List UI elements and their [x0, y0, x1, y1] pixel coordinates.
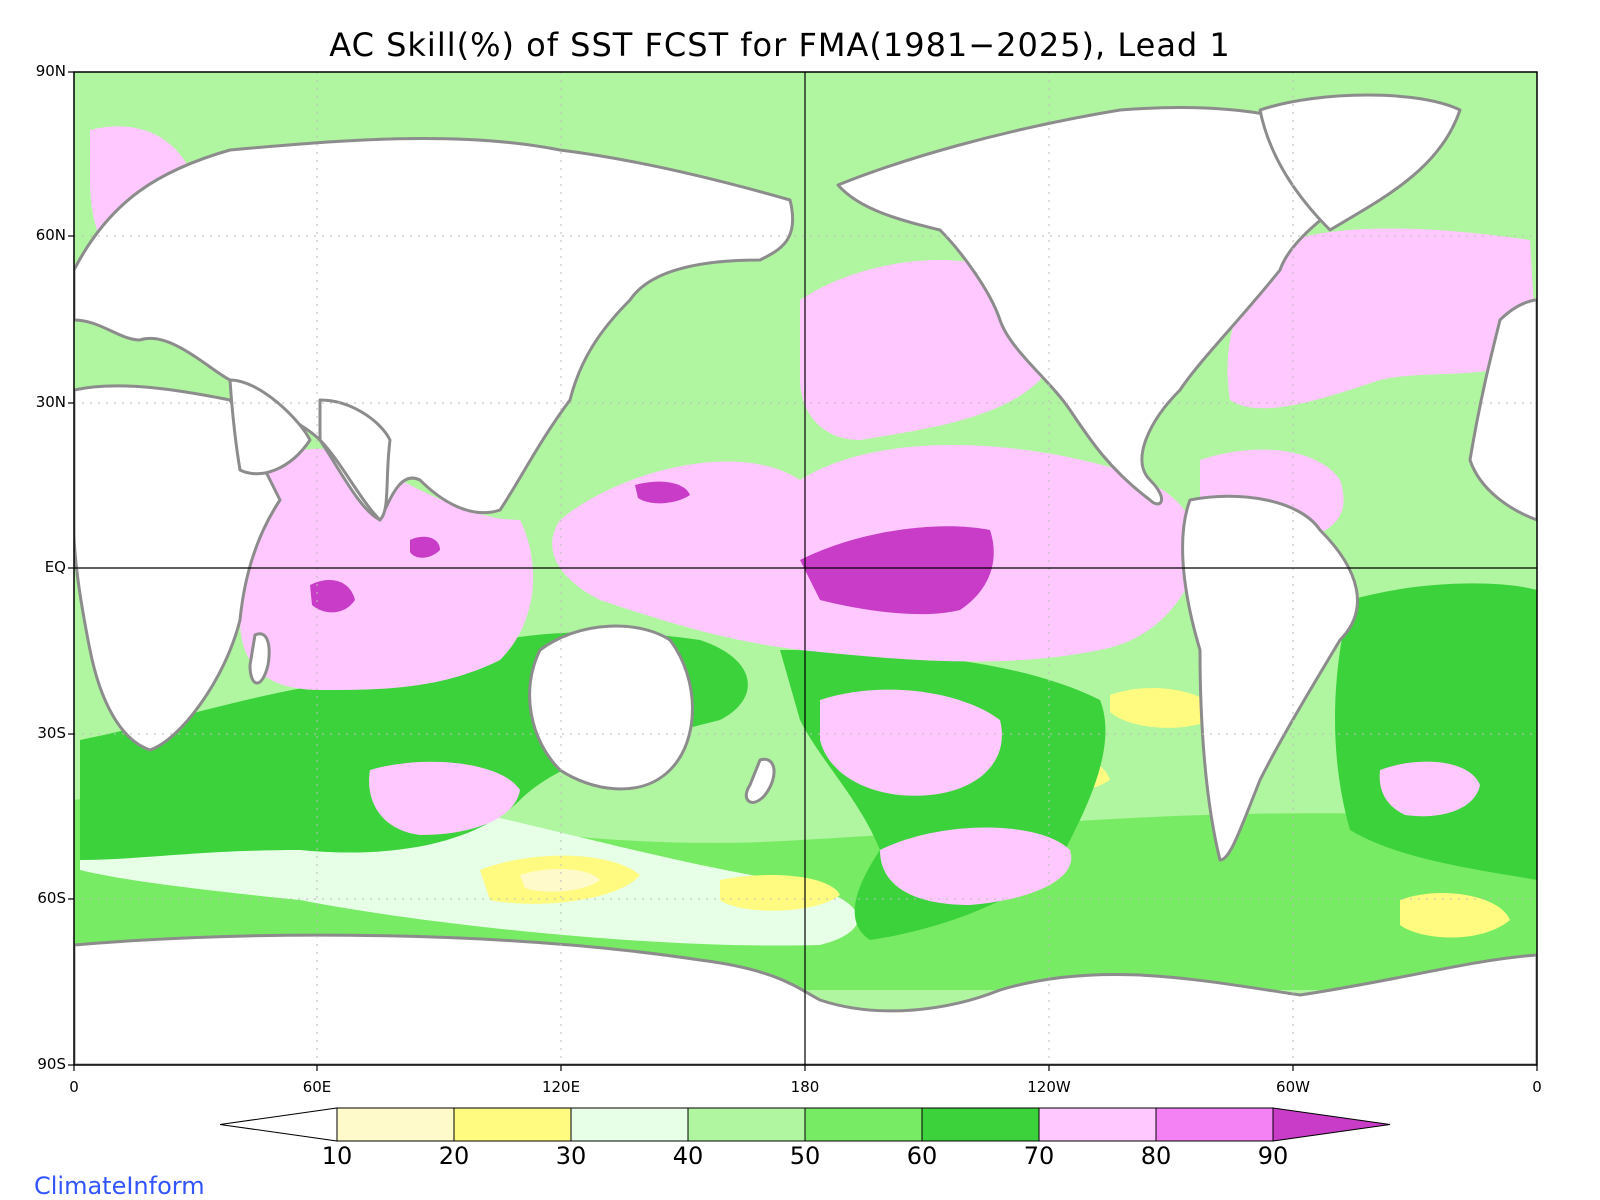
southern-yellow-patch: [1110, 687, 1220, 728]
southern-pink-patch: [880, 827, 1072, 905]
credit-text: ClimateInform: [34, 1172, 205, 1200]
bay-of-bengal-core: [410, 536, 440, 558]
lon-label-0-east: 0: [1532, 1078, 1542, 1096]
lat-label-60n: 60N: [35, 226, 66, 244]
indian-ocean-core: [310, 580, 355, 613]
colorbar-swatch: [336, 1107, 455, 1142]
south-atlantic-pink: [1379, 761, 1480, 817]
axis-ticks: [68, 71, 1538, 1071]
south-pacific-pink: [820, 689, 1002, 796]
southern-yellow-patch: [520, 868, 600, 892]
colorbar-swatch: [570, 1107, 689, 1142]
north-pacific-pink: [800, 260, 1050, 440]
enso-core: [800, 526, 994, 615]
southern-yellow-patch: [1400, 892, 1510, 938]
lon-label-180: 180: [790, 1078, 820, 1096]
colorbar-swatch: [1038, 1107, 1157, 1142]
lat-label-eq: EQ: [44, 558, 66, 576]
lon-label-0: 0: [69, 1078, 79, 1096]
new-zealand: [744, 757, 776, 804]
lon-label-120e: 120E: [541, 1078, 581, 1096]
colorbar-label-40: 40: [672, 1142, 704, 1170]
colorbar-label-80: 80: [1140, 1142, 1172, 1170]
lat-label-90n: 90N: [35, 62, 66, 80]
madagascar: [248, 632, 271, 685]
colorbar-swatch: [453, 1107, 572, 1142]
colorbar-swatch: [687, 1107, 806, 1142]
lat-label-30n: 30N: [35, 393, 66, 411]
colorbar-label-70: 70: [1023, 1142, 1055, 1170]
north-atlantic-pink: [1227, 228, 1537, 409]
lon-label-60e: 60E: [302, 1078, 332, 1096]
colorbar-label-90: 90: [1257, 1142, 1289, 1170]
australia: [528, 624, 694, 791]
europe-west-edge: [1468, 298, 1537, 522]
southern-yellow-patch: [720, 875, 840, 911]
colorbar-swatch: [219, 1107, 338, 1142]
colorbar-label-10: 10: [321, 1142, 353, 1170]
colorbar-label-50: 50: [789, 1142, 821, 1170]
colorbar-label-60: 60: [906, 1142, 938, 1170]
colorbar-label-20: 20: [438, 1142, 470, 1170]
lat-label-30s: 30S: [37, 724, 66, 742]
colorbar: [219, 1107, 1391, 1142]
colorbar-label-30: 30: [555, 1142, 587, 1170]
lon-label-120w: 120W: [1027, 1078, 1071, 1096]
lat-label-90s: 90S: [37, 1055, 66, 1073]
south-america: [1181, 494, 1359, 862]
lon-label-60w: 60W: [1276, 1078, 1310, 1096]
colorbar-swatch: [921, 1107, 1040, 1142]
map-title: AC Skill(%) of SST FCST for FMA(1981−202…: [329, 26, 1231, 64]
west-pacific-core: [635, 481, 690, 504]
india: [318, 398, 392, 522]
colorbar-swatch: [1272, 1107, 1391, 1142]
north-america: [836, 106, 1392, 506]
colorbar-swatch: [1155, 1107, 1274, 1142]
south-atlantic-green-ring: [1335, 583, 1537, 880]
southern-indian-pink: [369, 761, 520, 835]
lat-label-60s: 60S: [37, 889, 66, 907]
colorbar-swatch: [804, 1107, 923, 1142]
